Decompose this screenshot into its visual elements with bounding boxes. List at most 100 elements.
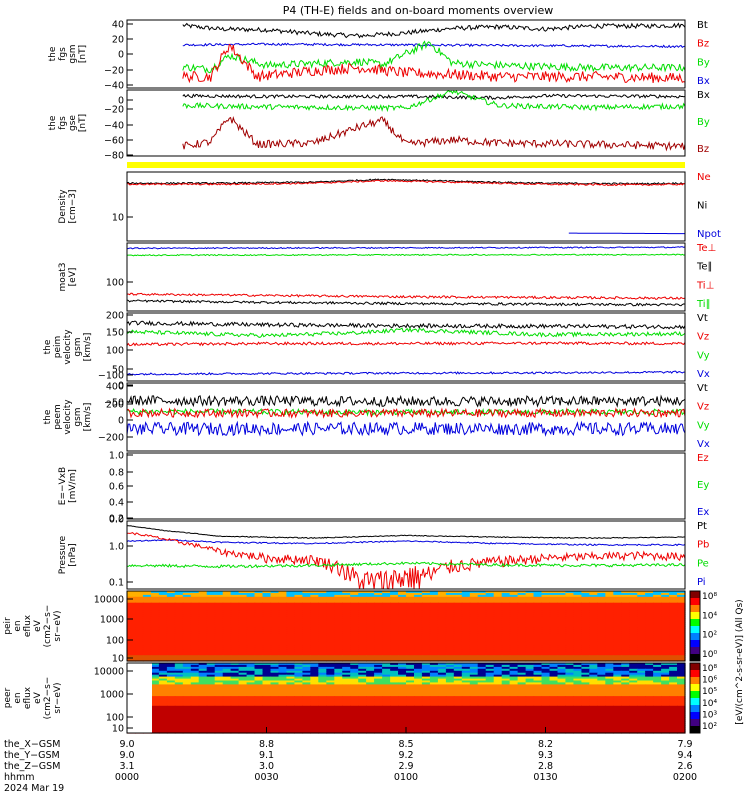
heatmap-cell <box>286 592 295 596</box>
heatmap-cell <box>461 637 471 641</box>
heatmap-cell <box>629 614 638 617</box>
heatmap-cell <box>541 676 551 680</box>
heatmap-cell <box>445 618 455 621</box>
heatmap-cell <box>358 680 367 683</box>
heatmap-cell <box>238 645 248 648</box>
heatmap-cell <box>135 604 144 608</box>
heatmap-cell <box>150 717 160 720</box>
heatmap-cell <box>429 668 439 672</box>
heatmap-cell <box>142 639 152 643</box>
heatmap-cell <box>270 596 280 600</box>
heatmap-cell <box>517 620 527 623</box>
heatmap-cell <box>557 641 567 645</box>
heatmap-cell <box>302 647 311 650</box>
heatmap-cell <box>557 711 567 715</box>
heatmap-cell <box>182 680 192 683</box>
heatmap-cell <box>302 657 311 660</box>
legend-Ex: Ex <box>697 507 709 518</box>
heatmap-cell <box>621 651 630 654</box>
heatmap-cell <box>573 641 582 645</box>
heatmap-cell <box>246 664 256 668</box>
heatmap-cell <box>621 602 630 606</box>
heatmap-cell <box>453 610 463 613</box>
heatmap-cell <box>334 699 343 703</box>
heatmap-cell <box>238 676 248 680</box>
heatmap-cell <box>127 633 136 637</box>
heatmap-cell <box>182 668 192 672</box>
heatmap-cell <box>613 604 622 608</box>
heatmap-cell <box>533 684 543 687</box>
heatmap-cell <box>254 715 264 718</box>
heatmap-cell <box>533 703 543 707</box>
heatmap-cell <box>469 620 479 623</box>
heatmap-cell <box>525 703 535 707</box>
heatmap-cell <box>485 698 495 701</box>
heatmap-cell <box>461 592 471 596</box>
heatmap-cell <box>350 699 359 703</box>
heatmap-cell <box>629 657 638 660</box>
heatmap-cell <box>581 682 590 685</box>
heatmap-cell <box>127 594 136 598</box>
heatmap-cell <box>390 703 399 707</box>
heatmap-cell <box>286 653 295 656</box>
heatmap-cell <box>677 643 686 646</box>
heatmap-cell <box>637 678 646 682</box>
heatmap-cell <box>445 678 455 682</box>
heatmap-cell <box>127 624 136 627</box>
heatmap-cell <box>214 608 224 611</box>
heatmap-cell <box>326 657 335 660</box>
heatmap-cell <box>294 610 303 613</box>
heatmap-cell <box>421 709 431 713</box>
heatmap-cell <box>342 723 351 726</box>
heatmap-cell <box>493 668 503 672</box>
heatmap-cell <box>429 596 439 600</box>
heatmap-cell <box>429 610 439 613</box>
heatmap-cell <box>669 719 678 722</box>
heatmap-cell <box>645 633 654 637</box>
heatmap-cell <box>453 653 463 656</box>
heatmap-cell <box>621 627 630 631</box>
heatmap-cell <box>206 699 216 703</box>
heatmap-cell <box>421 707 431 711</box>
heatmap-cell <box>669 620 678 623</box>
heatmap-cell <box>166 592 176 596</box>
heatmap-cell <box>326 614 335 617</box>
heatmap-cell <box>166 645 176 648</box>
heatmap-cell <box>198 616 208 619</box>
heatmap-cell <box>374 711 383 715</box>
heatmap-cell <box>366 637 375 641</box>
y-axis-label-line: Density <box>58 189 68 224</box>
heatmap-cell <box>366 612 375 615</box>
heatmap-cell <box>517 721 527 724</box>
heatmap-cell <box>302 606 311 610</box>
heatmap-cell <box>541 705 551 709</box>
heatmap-cell <box>286 705 295 709</box>
heatmap-cell <box>645 688 654 691</box>
heatmap-cell <box>406 614 415 617</box>
heatmap-cell <box>525 604 535 608</box>
heatmap-cell <box>230 641 240 645</box>
heatmap-cell <box>517 672 527 676</box>
heatmap-cell <box>398 604 407 608</box>
heatmap-cell <box>150 694 160 697</box>
heatmap-cell <box>246 606 256 610</box>
heatmap-cell <box>270 692 280 695</box>
heatmap-cell <box>549 721 559 724</box>
heatmap-cell <box>158 696 168 699</box>
heatmap-cell <box>326 688 335 691</box>
heatmap-cell <box>549 610 559 613</box>
heatmap-cell <box>358 694 367 697</box>
heatmap-cell <box>549 604 559 608</box>
heatmap-cell <box>437 703 447 707</box>
heatmap-cell <box>453 649 463 652</box>
heatmap-cell <box>326 713 335 717</box>
heatmap-cell <box>374 591 383 594</box>
heatmap-cell <box>366 604 375 608</box>
heatmap-cell <box>509 690 519 693</box>
heatmap-cell <box>429 598 439 602</box>
heatmap-cell <box>230 663 240 666</box>
heatmap-cell <box>294 633 303 637</box>
heatmap-cell <box>581 637 590 641</box>
heatmap-cell <box>127 653 136 656</box>
heatmap-cell <box>493 614 503 617</box>
